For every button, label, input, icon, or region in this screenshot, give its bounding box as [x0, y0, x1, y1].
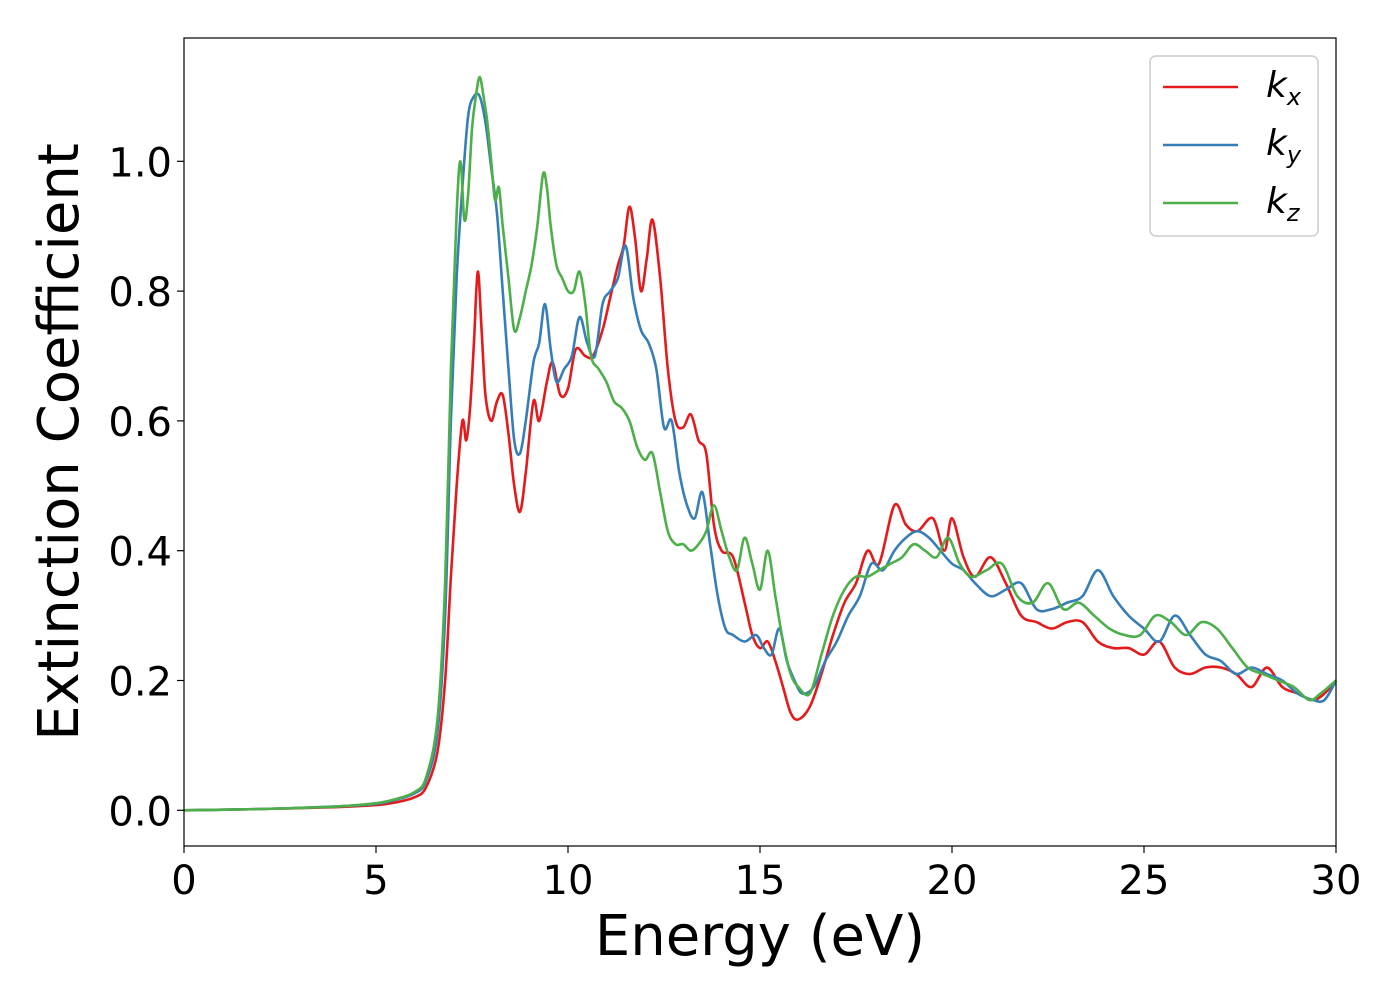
x-tick-label: 5	[363, 858, 388, 904]
y-tick-label: 0.8	[108, 270, 172, 316]
series-line-ky	[183, 92, 1338, 812]
legend: kx ky kz	[1149, 55, 1319, 237]
legend-label-ky: ky	[1266, 123, 1302, 169]
y-tick-label: 0.4	[108, 530, 172, 576]
y-tick-label: 0.6	[108, 400, 172, 446]
x-axis: 0 5 10 15 20 25 30	[171, 846, 1361, 904]
y-tick-label: 0.0	[108, 789, 172, 835]
x-tick-label: 10	[543, 858, 594, 904]
x-tick-label: 0	[171, 858, 196, 904]
y-axis: 0.0 0.2 0.4 0.6 0.8 1.0	[108, 140, 184, 835]
y-axis-title: Extinction Coefficient	[27, 143, 92, 741]
y-tick-label: 0.2	[108, 660, 172, 706]
series-line-kz	[183, 75, 1337, 812]
legend-label-kz: kz	[1266, 181, 1301, 227]
y-tick-label: 1.0	[108, 140, 172, 186]
legend-label-kx: kx	[1266, 65, 1302, 111]
x-axis-title: Energy (eV)	[595, 904, 925, 969]
x-tick-label: 15	[735, 858, 786, 904]
x-tick-label: 20	[927, 858, 978, 904]
x-tick-label: 25	[1119, 858, 1170, 904]
x-tick-label: 30	[1311, 858, 1362, 904]
series-layer	[183, 75, 1338, 812]
series-line-kx	[183, 205, 1337, 812]
